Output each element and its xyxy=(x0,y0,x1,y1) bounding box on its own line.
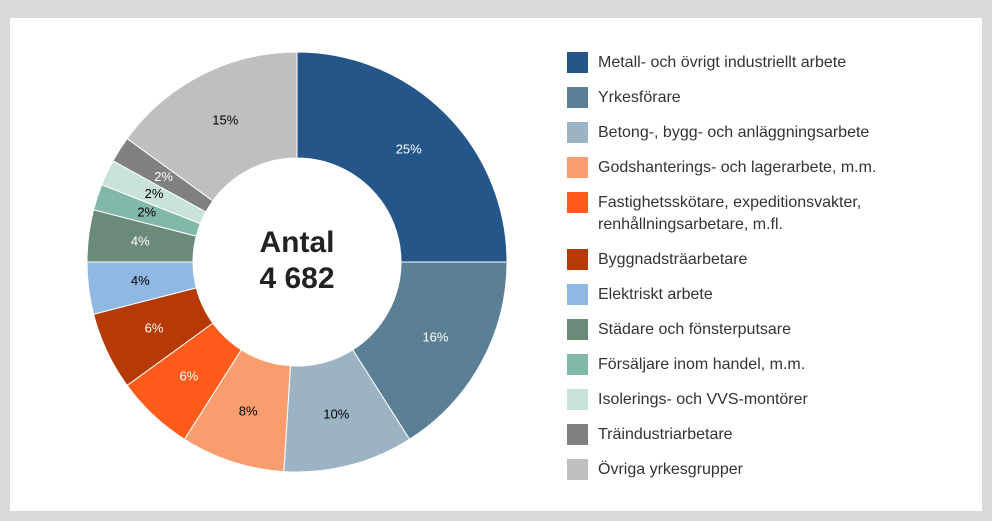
chart: Antal 4 682 25% 16% 10% 8% 6% 6% 4% 4% 2% 2% 2% 15% xyxy=(86,51,508,473)
legend-label: Övriga yrkesgrupper xyxy=(598,461,743,478)
donut-slice xyxy=(126,51,298,202)
donut-slice xyxy=(352,261,508,440)
slice-label: 4% xyxy=(131,234,150,249)
legend-label: Godshanterings- och lagerarbete, m.m. xyxy=(598,159,877,176)
legend-item: Försäljare inom handel, m.m. xyxy=(567,354,928,376)
legend-swatch xyxy=(567,389,588,410)
legend-swatch xyxy=(567,122,588,143)
slice-label: 16% xyxy=(422,330,448,345)
slice-label: 2% xyxy=(137,205,156,220)
slice-label: 10% xyxy=(323,406,349,421)
legend-item: Träindustriarbetare xyxy=(567,424,928,446)
legend-label: Betong-, bygg- och anläggningsarbete xyxy=(598,124,870,141)
legend-item: Metall- och övrigt industriellt arbete xyxy=(567,52,928,74)
legend-item: Städare och fönsterputsare xyxy=(567,319,928,341)
legend-swatch xyxy=(567,319,588,340)
slice-label: 6% xyxy=(145,321,164,336)
legend-label: Försäljare inom handel, m.m. xyxy=(598,356,806,373)
legend-swatch xyxy=(567,249,588,270)
legend-item: Betong-, bygg- och anläggningsarbete xyxy=(567,122,928,144)
legend-label: Yrkesförare xyxy=(598,89,681,106)
legend-label: Träindustriarbetare xyxy=(598,426,733,443)
slice-label: 6% xyxy=(179,369,198,384)
legend-item: Övriga yrkesgrupper xyxy=(567,459,928,481)
legend-item: Byggnadsträarbetare xyxy=(567,249,928,271)
legend-label: Metall- och övrigt industriellt arbete xyxy=(598,54,847,71)
legend-item: Elektriskt arbete xyxy=(567,284,928,306)
legend-item: Yrkesförare xyxy=(567,87,928,109)
legend-swatch xyxy=(567,354,588,375)
legend-swatch xyxy=(567,284,588,305)
legend-swatch xyxy=(567,157,588,178)
center-title: Antal xyxy=(260,226,335,259)
slice-label: 25% xyxy=(396,142,422,157)
legend-label: Elektriskt arbete xyxy=(598,286,713,303)
center-value: 4 682 xyxy=(259,262,334,295)
legend-item: Godshanterings- och lagerarbete, m.m. xyxy=(567,157,928,179)
slice-label: 15% xyxy=(212,113,238,128)
slice-label: 4% xyxy=(131,273,150,288)
legend-item: Fastighetsskötare, expeditionsvakter, re… xyxy=(567,192,928,236)
slice-label: 2% xyxy=(154,169,173,184)
legend-label: Byggnadsträarbetare xyxy=(598,251,748,268)
legend-swatch xyxy=(567,87,588,108)
legend-swatch xyxy=(567,52,588,73)
panel: Antal 4 682 25% 16% 10% 8% 6% 6% 4% 4% 2% 2% 2% 15%… xyxy=(10,18,982,511)
legend-item: Isolerings- och VVS-montörer xyxy=(567,389,928,411)
slice-label: 2% xyxy=(145,186,164,201)
legend-swatch xyxy=(567,424,588,445)
legend-label: Isolerings- och VVS-montörer xyxy=(598,391,808,408)
legend-label: Fastighetsskötare, expeditionsvakter, re… xyxy=(598,194,862,233)
legend-label: Städare och fönsterputsare xyxy=(598,321,792,338)
legend: Metall- och övrigt industriellt arbete Yr… xyxy=(567,52,928,481)
donut-slice xyxy=(296,51,508,263)
slice-label: 8% xyxy=(239,404,258,419)
legend-swatch xyxy=(567,459,588,480)
legend-swatch xyxy=(567,192,588,213)
